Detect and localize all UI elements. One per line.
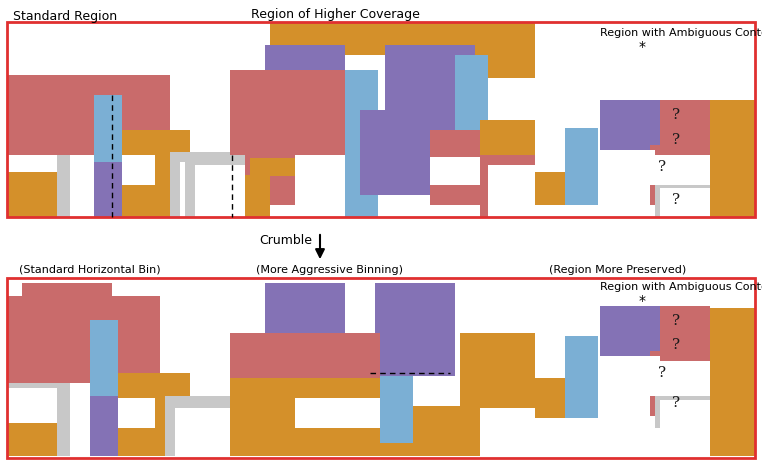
Bar: [295, 398, 380, 428]
Bar: [250, 158, 295, 176]
Bar: [230, 333, 295, 426]
Bar: [295, 333, 380, 426]
Bar: [655, 361, 710, 411]
Bar: [655, 155, 710, 200]
Bar: [660, 306, 710, 361]
Bar: [22, 283, 112, 296]
Bar: [380, 376, 413, 443]
Text: ?: ?: [672, 396, 680, 410]
Bar: [122, 155, 155, 185]
Text: ?: ?: [672, 338, 680, 352]
Bar: [165, 396, 232, 456]
Bar: [7, 75, 93, 95]
Bar: [360, 110, 455, 195]
Text: (Standard Horizontal Bin): (Standard Horizontal Bin): [19, 265, 161, 275]
Bar: [565, 336, 598, 418]
Bar: [7, 278, 755, 458]
Bar: [385, 45, 475, 132]
Bar: [7, 296, 160, 383]
Bar: [565, 128, 598, 205]
Bar: [170, 152, 232, 217]
Bar: [655, 185, 710, 217]
Text: ?: ?: [672, 193, 680, 207]
Bar: [488, 165, 535, 217]
Bar: [7, 423, 57, 456]
Bar: [265, 283, 345, 378]
Text: Region with Ambiguous Content: Region with Ambiguous Content: [600, 282, 762, 292]
Bar: [488, 22, 535, 78]
Bar: [375, 283, 455, 378]
Bar: [598, 356, 660, 396]
Bar: [94, 95, 122, 217]
Bar: [230, 378, 480, 456]
Bar: [175, 408, 232, 456]
Bar: [598, 150, 655, 185]
Bar: [7, 283, 160, 296]
Bar: [195, 165, 245, 217]
Text: ?: ?: [658, 366, 666, 380]
Bar: [650, 351, 710, 416]
Text: ?: ?: [658, 160, 666, 174]
Text: ?: ?: [672, 133, 680, 147]
Bar: [660, 100, 710, 155]
Bar: [7, 22, 755, 217]
Bar: [230, 157, 295, 205]
Bar: [185, 155, 245, 217]
Bar: [600, 306, 670, 371]
Bar: [413, 376, 460, 406]
Bar: [7, 22, 170, 75]
Bar: [710, 100, 755, 217]
Bar: [660, 400, 710, 428]
Text: (More Aggressive Binning): (More Aggressive Binning): [257, 265, 404, 275]
Bar: [345, 70, 378, 217]
Text: Region with Ambiguous Content: Region with Ambiguous Content: [600, 28, 762, 38]
Bar: [345, 22, 385, 45]
Bar: [180, 162, 232, 217]
Bar: [460, 333, 535, 408]
Bar: [118, 398, 155, 428]
Bar: [535, 172, 565, 205]
Bar: [710, 308, 755, 456]
Text: (Region More Preserved): (Region More Preserved): [549, 265, 687, 275]
Bar: [7, 318, 70, 456]
Bar: [7, 75, 170, 155]
Bar: [455, 55, 488, 200]
Bar: [265, 45, 345, 132]
Bar: [7, 152, 57, 217]
Text: *: *: [639, 294, 645, 308]
Bar: [7, 388, 57, 456]
Bar: [535, 378, 565, 418]
Text: ?: ?: [672, 108, 680, 122]
Text: Region of Higher Coverage: Region of Higher Coverage: [251, 8, 419, 21]
Bar: [94, 162, 170, 217]
Bar: [430, 130, 480, 205]
Bar: [660, 188, 710, 217]
Bar: [90, 320, 118, 433]
Bar: [295, 70, 365, 155]
Bar: [90, 396, 165, 456]
Bar: [230, 175, 270, 217]
Bar: [650, 145, 710, 205]
Bar: [655, 396, 710, 428]
Bar: [480, 120, 535, 217]
Bar: [7, 172, 57, 217]
Bar: [600, 100, 670, 160]
Text: Standard Region: Standard Region: [13, 10, 117, 23]
Text: Crumble: Crumble: [259, 233, 312, 247]
Text: ?: ?: [672, 314, 680, 328]
Bar: [430, 157, 480, 185]
Bar: [480, 155, 535, 217]
Bar: [270, 22, 535, 55]
Bar: [230, 70, 295, 157]
Bar: [122, 130, 190, 217]
Bar: [7, 95, 70, 217]
Text: *: *: [639, 40, 645, 54]
Bar: [118, 373, 190, 456]
